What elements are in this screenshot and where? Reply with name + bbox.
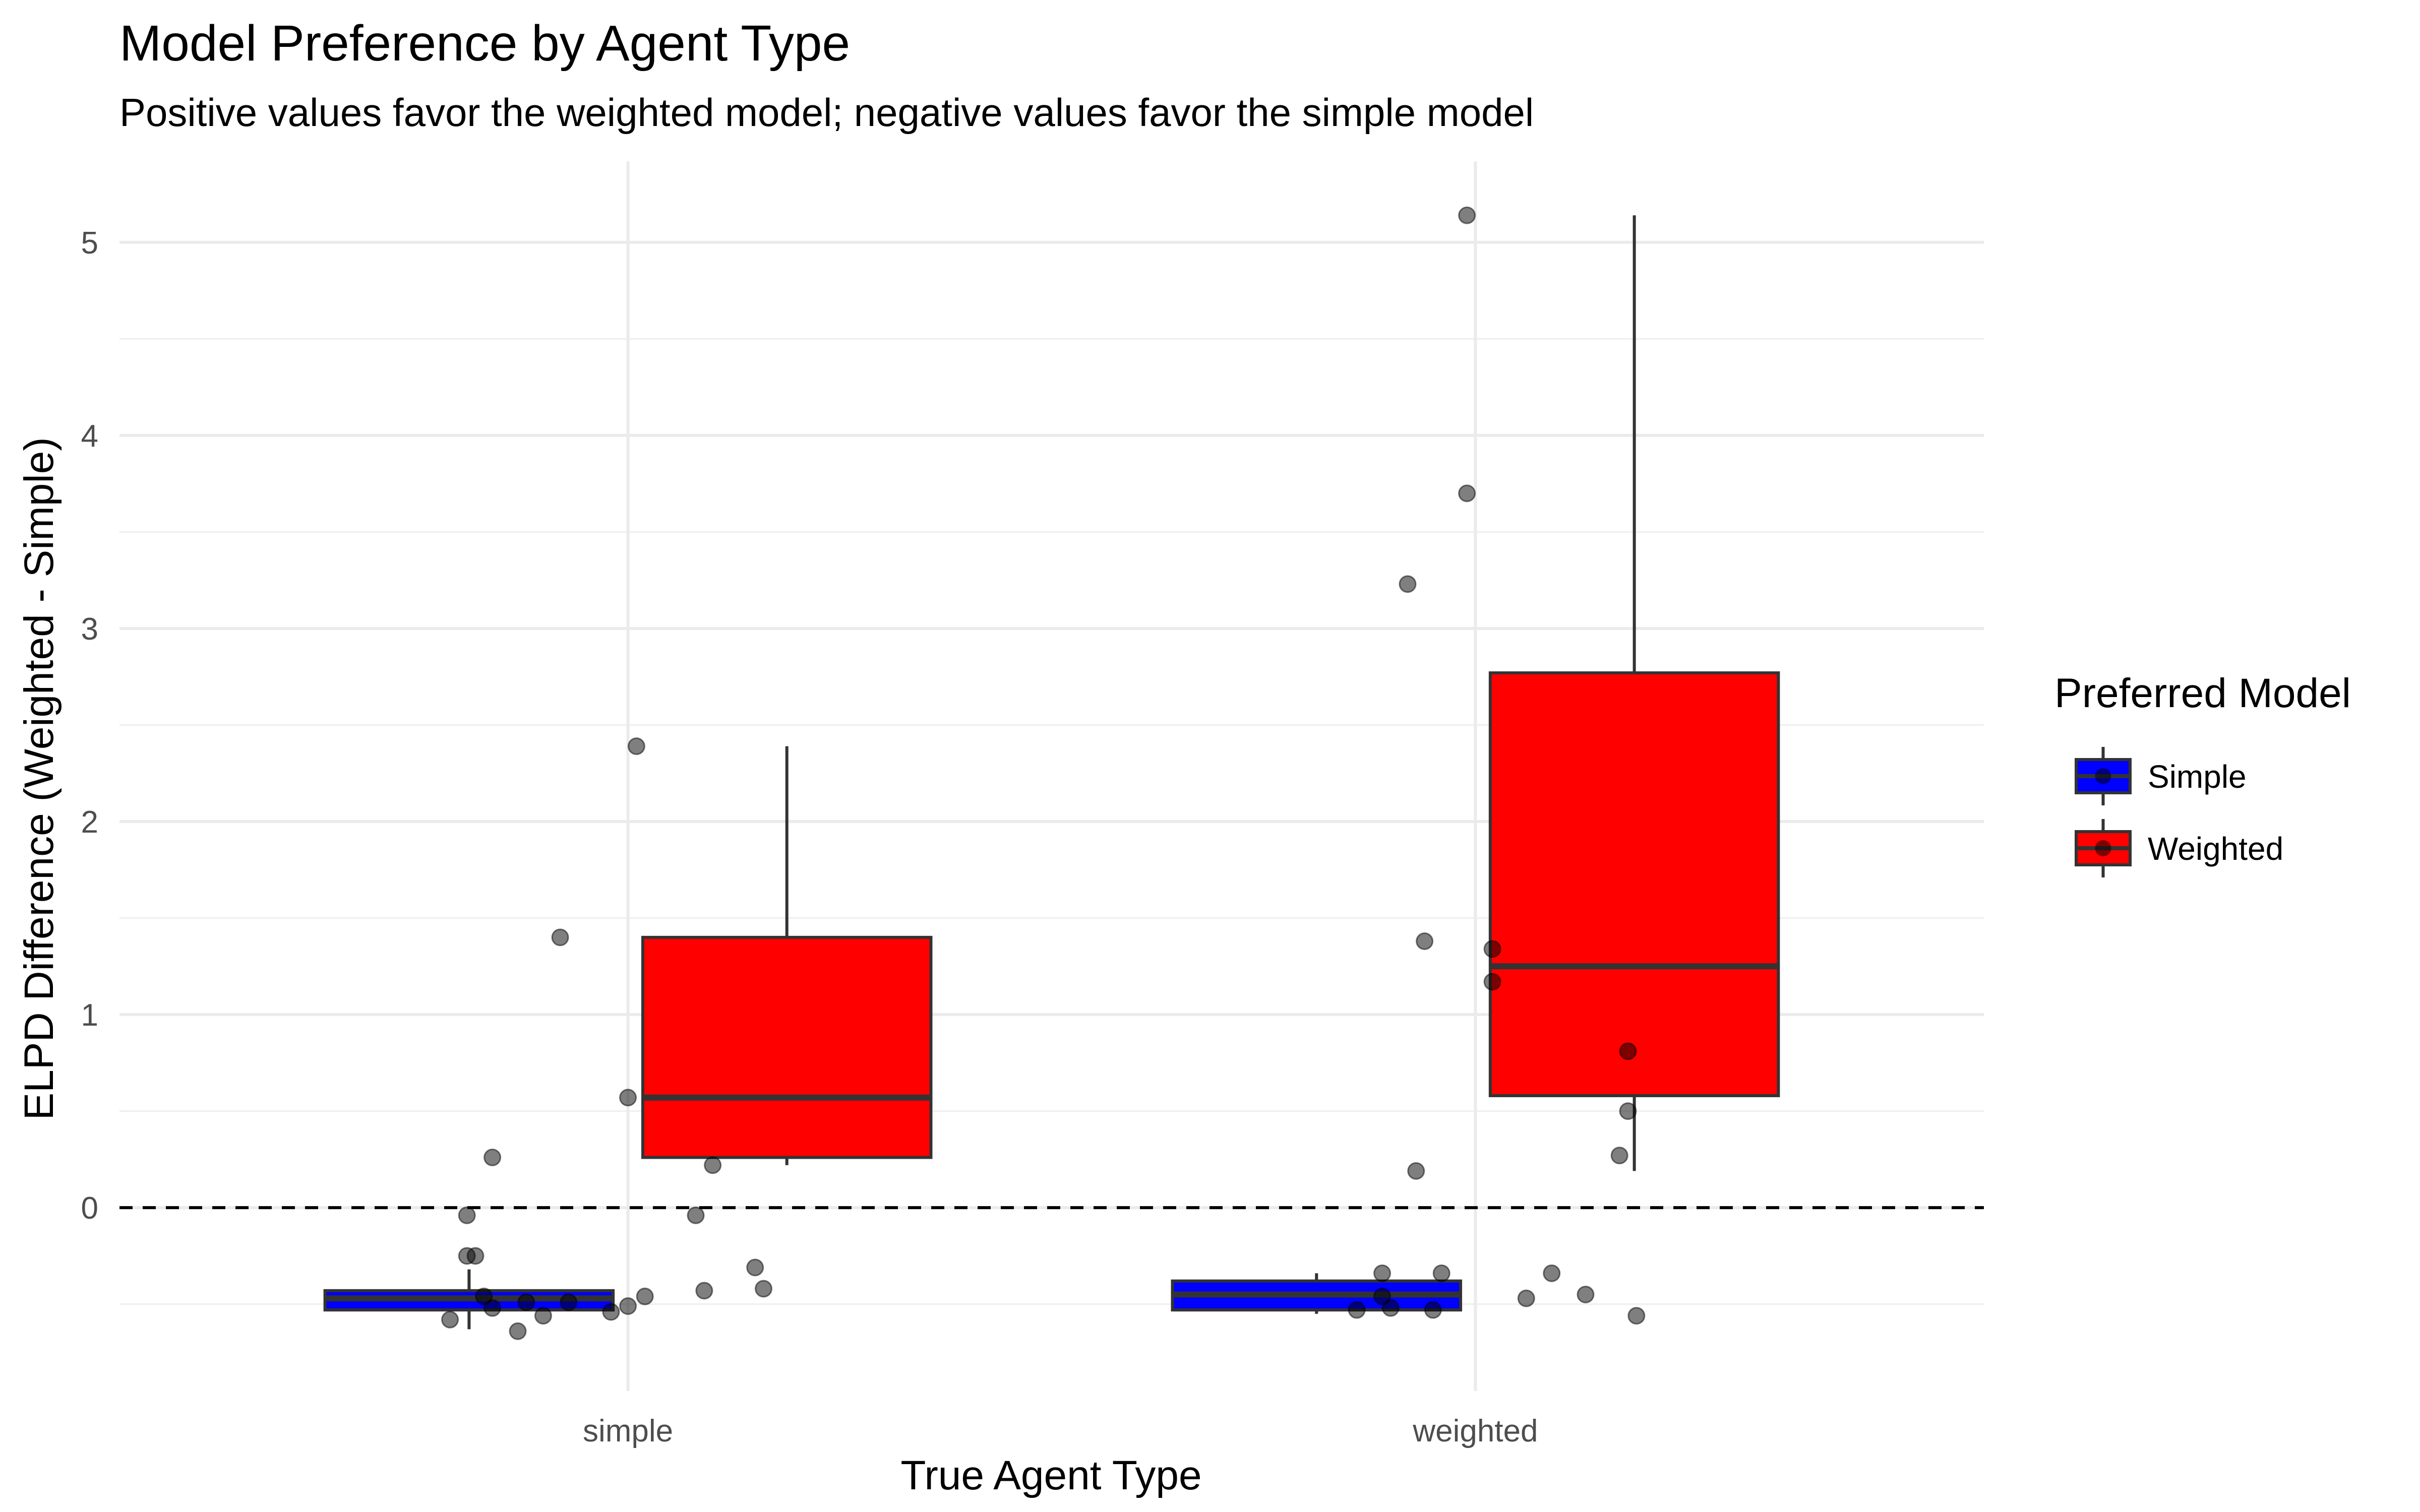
data-point xyxy=(1399,575,1417,593)
box-weighted-simple xyxy=(1171,1273,1463,1314)
data-point xyxy=(466,1247,485,1265)
data-point xyxy=(695,1282,713,1300)
data-point xyxy=(1373,1264,1392,1282)
data-point xyxy=(560,1293,578,1311)
legend-entry-weighted: Weighted xyxy=(2075,819,2283,877)
box-body xyxy=(1488,671,1780,1097)
x-tick-label: weighted xyxy=(1412,1414,1538,1448)
legend-key-point xyxy=(2095,768,2111,784)
chart-subtitle: Positive values favor the weighted model… xyxy=(119,90,1534,135)
y-tick-label: 5 xyxy=(81,226,98,261)
data-point xyxy=(1483,973,1501,991)
data-point xyxy=(483,1299,502,1317)
data-point xyxy=(551,928,569,947)
data-point xyxy=(534,1307,552,1325)
data-point xyxy=(1483,940,1501,958)
data-point xyxy=(1381,1299,1400,1317)
data-point xyxy=(1424,1301,1442,1319)
legend: Preferred Model Simple Weighted xyxy=(2054,670,2351,877)
data-point xyxy=(1517,1289,1535,1307)
data-point xyxy=(1577,1285,1595,1303)
legend-label: Simple xyxy=(2148,759,2247,795)
data-point xyxy=(1416,932,1434,951)
x-axis-ticks: simple weighted xyxy=(583,1414,1538,1448)
legend-title: Preferred Model xyxy=(2054,670,2351,716)
legend-label: Weighted xyxy=(2148,831,2283,867)
data-point xyxy=(517,1293,535,1311)
data-point xyxy=(483,1149,502,1167)
data-point xyxy=(1348,1301,1366,1319)
data-point xyxy=(636,1287,654,1305)
data-points xyxy=(441,206,1646,1340)
y-axis-title: ELPD Difference (Weighted - Simple) xyxy=(16,437,62,1120)
data-point xyxy=(704,1156,722,1174)
grid xyxy=(119,161,1984,1391)
legend-entry-simple: Simple xyxy=(2075,747,2247,805)
x-tick-label: simple xyxy=(583,1414,673,1448)
data-point xyxy=(619,1089,637,1107)
y-tick-label: 0 xyxy=(81,1191,98,1226)
data-point xyxy=(1432,1264,1450,1282)
data-point xyxy=(754,1280,772,1298)
data-point xyxy=(619,1297,637,1315)
data-point xyxy=(1619,1102,1637,1120)
data-point xyxy=(687,1206,705,1224)
boxplots xyxy=(323,215,1780,1330)
y-axis-ticks: 0 1 2 3 4 5 xyxy=(81,226,98,1226)
y-tick-label: 1 xyxy=(81,998,98,1033)
data-point xyxy=(627,737,645,755)
chart-title: Model Preference by Agent Type xyxy=(119,15,850,72)
data-point xyxy=(1458,206,1476,224)
data-point xyxy=(1543,1264,1561,1282)
data-point xyxy=(602,1303,620,1321)
x-axis-title: True Agent Type xyxy=(900,1453,1201,1498)
data-point xyxy=(509,1322,527,1340)
box-body xyxy=(641,935,933,1159)
legend-key-point xyxy=(2095,840,2111,856)
data-point xyxy=(1407,1162,1425,1180)
data-point xyxy=(1619,1042,1637,1060)
box-simple-weighted xyxy=(641,746,933,1165)
data-point xyxy=(1627,1307,1646,1325)
y-tick-label: 2 xyxy=(81,805,98,840)
data-point xyxy=(458,1206,476,1224)
data-point xyxy=(441,1310,459,1329)
box-weighted-weighted xyxy=(1488,215,1780,1171)
data-point xyxy=(746,1258,764,1277)
data-point xyxy=(1458,484,1476,502)
y-tick-label: 3 xyxy=(81,612,98,647)
data-point xyxy=(1610,1147,1628,1165)
y-tick-label: 4 xyxy=(81,419,98,454)
